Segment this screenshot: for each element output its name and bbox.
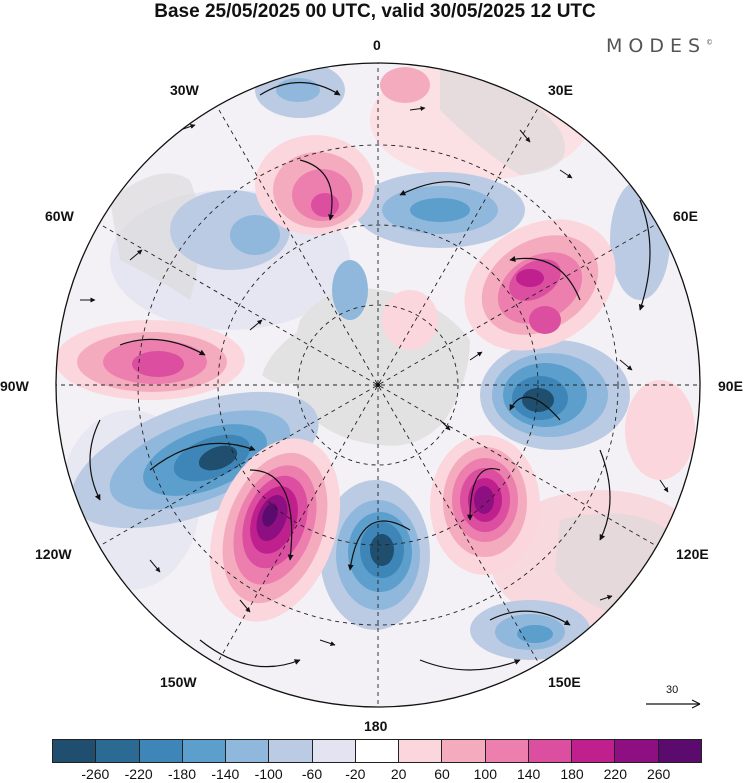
reference-vector-arrow [646,699,701,709]
colorbar-tick-label: -140 [211,766,240,782]
colorbar [52,739,702,763]
colorbar-segment [225,740,269,762]
positive-anomalies [56,67,695,622]
colorbar-segment [181,740,226,762]
colorbar-tick-label: 140 [516,766,541,782]
lon-label-150e: 150E [548,674,581,690]
lon-label-180: 180 [364,718,388,734]
colorbar-tick-label: 220 [603,766,628,782]
lon-label-90e: 90E [718,378,743,394]
colorbar-segment [311,740,355,762]
lon-label-30e: 30E [548,82,573,98]
lon-label-30w: 30W [170,82,199,98]
colorbar-segment [657,740,701,762]
reference-vector-label: 30 [666,684,679,696]
colorbar-tick-label: 60 [434,766,450,782]
colorbar-tick-label: 100 [473,766,498,782]
lon-label-60w: 60W [45,208,74,224]
colorbar-tick-label: -60 [301,766,323,782]
colorbar-segment [527,740,572,762]
colorbar-tick-label: 180 [560,766,584,782]
colorbar-tick-label: 20 [390,766,407,782]
map-boundary [55,62,701,708]
brand-logo: MODES© [606,35,713,57]
lon-label-60e: 60E [673,208,698,224]
pole-marker [375,382,381,388]
colorbar-tick-label: -180 [167,766,197,782]
colorbar-tick-label: -220 [124,766,153,782]
colorbar-tick-label: -20 [345,766,366,782]
colorbar-segment [398,740,442,762]
colorbar-segment [95,740,139,762]
colorbar-segment [268,740,312,762]
colorbar-segment [53,740,96,762]
lon-label-150w: 150W [160,674,197,690]
colorbar-segment [484,740,528,762]
colorbar-tick-label: 260 [646,766,671,782]
negative-anomalies [71,63,670,660]
africa-shape [440,70,565,175]
wind-vectors [80,106,669,646]
streamlines [89,81,651,671]
colorbar-tick-label: -260 [81,766,110,782]
lon-label-120e: 120E [676,546,709,562]
lon-label-120w: 120W [35,546,72,562]
graticule [56,63,700,707]
brand-mark: © [706,38,714,47]
colorbar-segment [571,740,615,762]
south-america-shape [110,173,200,300]
colorbar-tick-label: -100 [254,766,283,782]
lon-label-90w: 90W [0,378,29,394]
colorbar-segment [441,740,485,762]
colorbar-segment [614,740,658,762]
lon-label-0: 0 [373,37,381,53]
map-title: Base 25/05/2025 00 UTC, valid 30/05/2025… [154,1,596,22]
colorbar-segment [138,740,182,762]
brand-text: MODES [606,35,707,57]
colorbar-segment [354,740,399,762]
